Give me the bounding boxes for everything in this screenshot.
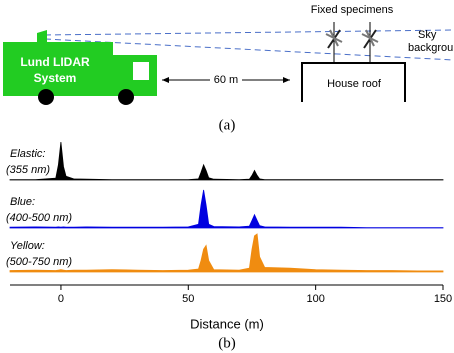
series-band: (355 nm) (6, 164, 50, 176)
series-name: Elastic: (10, 148, 45, 160)
roof (301, 62, 406, 102)
panel-label: (b) (218, 335, 236, 351)
series-band: (500-750 nm) (6, 256, 72, 268)
specimens-label: Fixed specimens (311, 4, 394, 16)
arrow-head (283, 77, 290, 83)
arrow-head (162, 77, 169, 83)
sky-label: background (408, 42, 454, 54)
label-bg (210, 74, 242, 86)
beam-line (44, 29, 454, 36)
wheel (118, 89, 134, 105)
distance-label: 60 m (214, 74, 238, 86)
x-tick-label: 150 (434, 293, 452, 305)
truck-window (133, 62, 149, 80)
insect (361, 29, 379, 49)
x-axis-label: Distance (m) (190, 316, 264, 331)
x-tick-label: 50 (182, 293, 194, 305)
truck-label: System (34, 71, 77, 85)
x-tick-label: 100 (306, 293, 324, 305)
truck-label: Lund LIDAR (20, 55, 90, 69)
series-band: (400-500 nm) (6, 212, 72, 224)
signal-trace (9, 233, 444, 273)
series-name: Yellow: (10, 240, 45, 252)
roof-label: House roof (327, 78, 382, 90)
signal-trace (9, 189, 444, 229)
x-tick-label: 0 (58, 293, 64, 305)
panel-label: (a) (219, 117, 236, 133)
truck-lidar (37, 30, 47, 42)
sky-label: Sky (418, 29, 437, 41)
wheel (38, 89, 54, 105)
signal-trace (9, 141, 444, 181)
beam-line (44, 38, 454, 61)
truck-body (3, 42, 113, 96)
insect (325, 29, 343, 49)
series-name: Blue: (10, 196, 35, 208)
